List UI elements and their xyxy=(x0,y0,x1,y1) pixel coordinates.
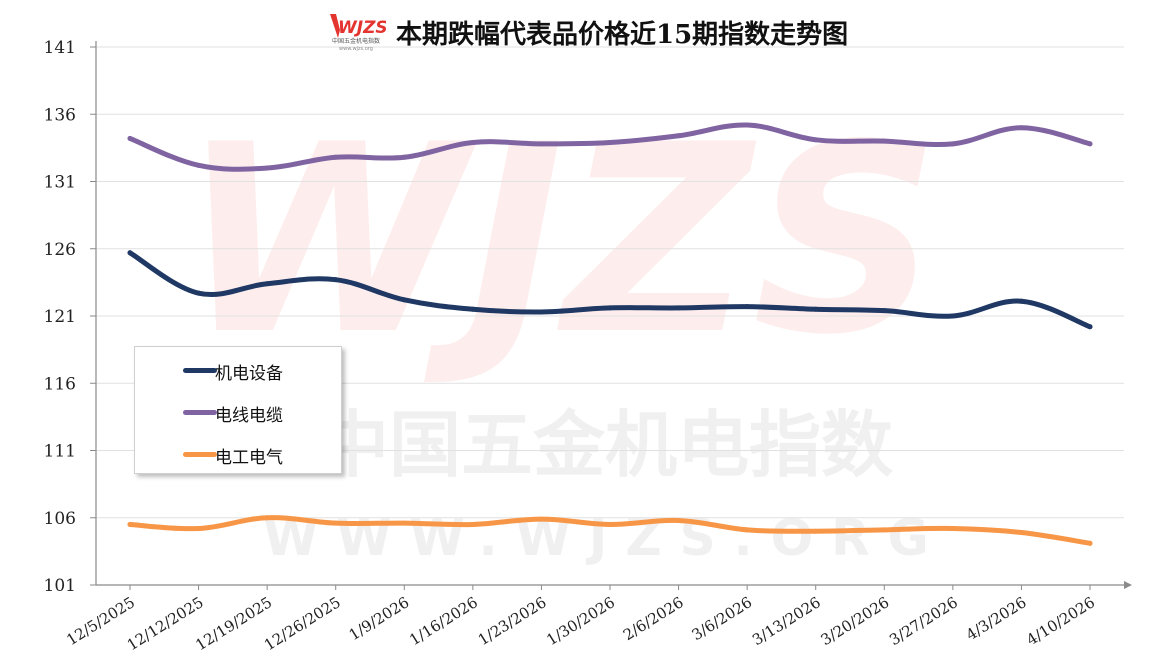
logo-mark: WJZS xyxy=(338,18,386,38)
data-point xyxy=(470,306,476,312)
y-tick-labels: 101 106 111 116 121 126 131 136 141 xyxy=(44,38,76,596)
y-tick-label: 116 xyxy=(44,374,76,394)
data-point xyxy=(127,135,133,141)
legend-item: 机电设备 xyxy=(135,355,341,385)
legend-swatch xyxy=(183,452,217,457)
data-point xyxy=(1087,324,1093,330)
data-point xyxy=(470,521,476,527)
data-point xyxy=(333,520,339,526)
data-point xyxy=(950,526,956,532)
data-point xyxy=(196,162,202,168)
data-point xyxy=(1018,298,1024,304)
series-line xyxy=(127,515,1093,546)
data-point xyxy=(607,305,613,311)
data-point xyxy=(538,516,544,522)
data-point xyxy=(881,527,887,533)
logo-caption: 中国五金机电指数 xyxy=(332,37,380,45)
data-point xyxy=(950,313,956,319)
axes xyxy=(90,41,1132,590)
data-point xyxy=(196,526,202,532)
legend-swatch xyxy=(183,410,217,415)
y-tick-label: 131 xyxy=(44,173,76,193)
data-point xyxy=(950,141,956,147)
data-point xyxy=(538,141,544,147)
data-point xyxy=(1018,125,1024,131)
data-point xyxy=(1018,530,1024,536)
data-point xyxy=(264,281,270,287)
data-point xyxy=(127,250,133,256)
x-tick-label: 2/6/2026 xyxy=(620,593,687,644)
legend-label: 电工电气 xyxy=(215,448,283,468)
data-point xyxy=(607,521,613,527)
legend-label: 电线电缆 xyxy=(215,406,283,426)
legend-swatch xyxy=(183,368,217,373)
data-point xyxy=(264,515,270,521)
x-tick-label: 3/20/2026 xyxy=(818,593,893,649)
data-point xyxy=(676,517,682,523)
x-tick-label: 3/27/2026 xyxy=(886,593,961,649)
data-point xyxy=(196,290,202,296)
data-point xyxy=(607,139,613,145)
data-point xyxy=(401,154,407,160)
legend-item: 电工电气 xyxy=(135,439,341,469)
chart-title: 本期跌幅代表品价格近15期指数走势图 xyxy=(396,20,849,50)
data-point xyxy=(744,304,750,310)
data-point xyxy=(676,133,682,139)
data-point xyxy=(264,165,270,171)
y-tick-label: 106 xyxy=(44,509,76,529)
data-point xyxy=(1087,540,1093,546)
x-tick-label: 4/10/2026 xyxy=(1023,593,1098,649)
data-point xyxy=(881,308,887,314)
data-point xyxy=(1087,141,1093,147)
data-point xyxy=(676,305,682,311)
y-tick-label: 141 xyxy=(44,38,76,58)
data-point xyxy=(470,139,476,145)
x-axis-arrow xyxy=(1124,581,1132,589)
series-layer xyxy=(127,122,1093,546)
x-tick-label: 4/3/2026 xyxy=(963,593,1030,644)
data-point xyxy=(813,137,819,143)
data-point xyxy=(744,527,750,533)
x-tick-label: 1/16/2026 xyxy=(406,593,481,649)
data-point xyxy=(401,520,407,526)
x-tick-label: 12/19/2025 xyxy=(192,593,275,654)
data-point xyxy=(881,138,887,144)
x-tick-label: 1/23/2026 xyxy=(475,593,550,649)
x-tick-label: 3/13/2026 xyxy=(749,593,824,649)
legend-label: 机电设备 xyxy=(215,364,283,384)
y-tick-label: 101 xyxy=(44,576,76,596)
data-point xyxy=(333,277,339,283)
data-point xyxy=(744,122,750,128)
legend-item: 电线电缆 xyxy=(135,397,341,427)
x-tick-label: 12/12/2025 xyxy=(124,593,207,654)
x-tick-label: 1/9/2026 xyxy=(346,593,413,644)
x-tick-label: 3/6/2026 xyxy=(689,593,756,644)
x-tick-label: 1/30/2026 xyxy=(543,593,618,649)
data-point xyxy=(401,297,407,303)
y-tick-label: 126 xyxy=(44,240,76,260)
y-tick-label: 136 xyxy=(44,105,76,125)
data-point xyxy=(127,521,133,527)
x-tick-label: 12/26/2025 xyxy=(261,593,344,654)
brand-logo: WJZS 中国五金机电指数 www.wjzs.org xyxy=(326,8,388,52)
y-tick-label: 111 xyxy=(44,442,76,462)
legend: 机电设备 电线电缆 电工电气 xyxy=(134,346,342,474)
data-point xyxy=(813,306,819,312)
y-tick-label: 121 xyxy=(44,307,76,327)
logo-url: www.wjzs.org xyxy=(339,46,373,52)
series-line xyxy=(127,122,1093,172)
data-point xyxy=(813,528,819,534)
data-point xyxy=(538,309,544,315)
data-point xyxy=(333,154,339,160)
